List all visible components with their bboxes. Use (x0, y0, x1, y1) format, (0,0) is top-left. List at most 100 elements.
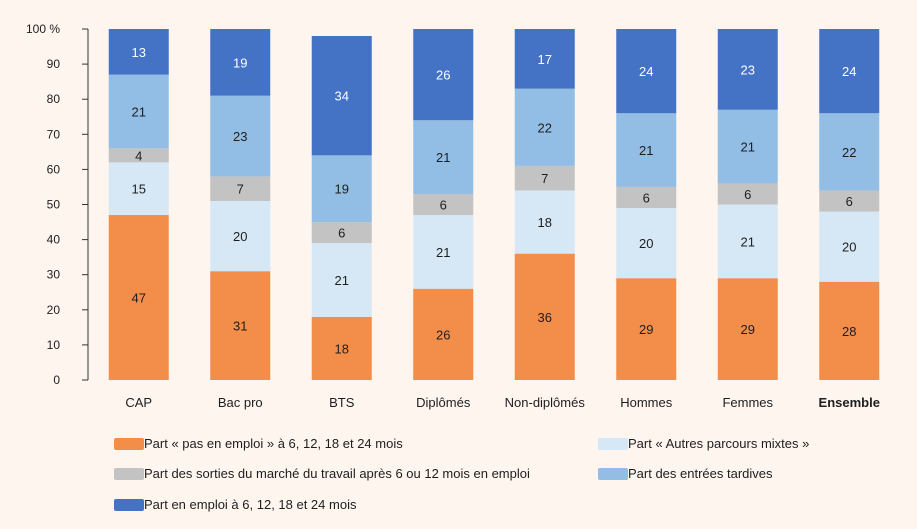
y-tick-label: 30 (47, 268, 61, 282)
bar-segment (210, 95, 271, 177)
bar-segment (413, 288, 474, 380)
bar-value-label: 21 (436, 150, 450, 165)
bar-segment (717, 183, 778, 205)
x-tick-label: Non-diplômés (505, 395, 586, 410)
bar-segment (717, 109, 778, 184)
x-tick-label: Hommes (620, 395, 673, 410)
x-tick-label: Ensemble (819, 395, 880, 410)
bar-value-label: 7 (237, 182, 244, 197)
bar-value-label: 23 (233, 129, 247, 144)
bar-value-label: 26 (436, 68, 450, 83)
bar-segment (717, 29, 778, 110)
bar-value-label: 20 (842, 240, 856, 255)
x-tick-label: Bac pro (218, 395, 263, 410)
bar-segment (311, 36, 372, 156)
bar-value-label: 47 (132, 291, 146, 306)
bar-segment (210, 176, 271, 201)
bar-segment (413, 193, 474, 216)
bar-segment (616, 186, 677, 209)
bar-value-label: 6 (440, 198, 447, 213)
y-tick-label: 20 (47, 303, 61, 317)
x-tick-label: BTS (329, 395, 355, 410)
bar-value-label: 26 (436, 327, 450, 342)
bar-segment (210, 200, 271, 272)
y-tick-label: 100 % (26, 22, 60, 36)
bar-value-label: 29 (639, 322, 653, 337)
bar-value-label: 13 (132, 45, 146, 60)
bar-value-label: 24 (639, 64, 653, 79)
bar-value-label: 21 (335, 273, 349, 288)
bar-value-label: 7 (541, 171, 548, 186)
bar-segment (514, 88, 575, 166)
bar-value-label: 34 (335, 89, 349, 104)
bar-value-label: 23 (741, 62, 755, 77)
y-axis: 0 10 20 30 40 50 60 70 80 90 100 % (26, 22, 89, 387)
x-tick-label: CAP (125, 395, 152, 410)
bar-segment (108, 148, 169, 163)
bar-segment (616, 29, 677, 114)
x-axis: CAP Bac pro BTS Diplômés Non-diplômés Hommes F… (125, 395, 880, 410)
bar-segment (108, 215, 169, 380)
y-tick-label: 90 (47, 57, 61, 71)
bars: 47 15 4 21 13 31 20 7 23 19 18 21 6 19 34 26 21 6 21 26 36 18… (108, 29, 880, 380)
bar-value-label: 22 (842, 145, 856, 160)
x-tick-label: Femmes (722, 395, 773, 410)
bar-segment (311, 222, 372, 244)
bar-value-label: 20 (639, 236, 653, 251)
bar-value-label: 18 (538, 215, 552, 230)
bar-segment (210, 271, 271, 380)
y-tick-label: 60 (47, 162, 61, 176)
bar-value-label: 21 (741, 234, 755, 249)
bar-segment (717, 278, 778, 380)
bar-value-label: 6 (744, 187, 751, 202)
bar-segment (717, 204, 778, 279)
bar-value-label: 20 (233, 229, 247, 244)
bar-segment (616, 278, 677, 380)
bar-value-label: 6 (643, 190, 650, 205)
bar-value-label: 36 (538, 310, 552, 325)
bar-value-label: 29 (741, 322, 755, 337)
bar-value-label: 17 (538, 52, 552, 67)
x-tick-label: Diplômés (416, 395, 471, 410)
bar-value-label: 21 (132, 104, 146, 119)
y-tick-label: 80 (47, 92, 61, 106)
bar-value-label: 28 (842, 324, 856, 339)
bar-segment (514, 165, 575, 191)
bar-value-label: 22 (538, 120, 552, 135)
bar-value-label: 18 (335, 341, 349, 356)
y-tick-label: 50 (47, 198, 61, 212)
bar-segment (210, 29, 271, 96)
bar-value-label: 21 (741, 140, 755, 155)
y-tick-label: 10 (47, 338, 61, 352)
bar-segment (616, 208, 677, 279)
bar-value-label: 15 (132, 182, 146, 197)
bar-segment (819, 211, 880, 282)
bar-value-label: 21 (639, 143, 653, 158)
bar-segment (819, 190, 880, 212)
bar-segment (311, 243, 372, 317)
bar-segment (413, 120, 474, 194)
bar-segment (819, 113, 880, 191)
bar-segment (514, 190, 575, 254)
y-tick-label: 0 (53, 373, 60, 387)
bar-segment (514, 253, 575, 380)
bar-value-label: 31 (233, 319, 247, 334)
bar-value-label: 6 (338, 226, 345, 241)
bar-segment (514, 29, 575, 89)
bar-segment (108, 162, 169, 216)
bar-value-label: 6 (846, 194, 853, 209)
bar-segment (819, 281, 880, 380)
bar-segment (108, 29, 169, 75)
bar-value-label: 4 (135, 148, 142, 163)
bar-segment (616, 113, 677, 187)
bar-value-label: 19 (233, 55, 247, 70)
bar-segment (311, 155, 372, 223)
bar-value-label: 24 (842, 64, 856, 79)
bar-segment (413, 215, 474, 289)
bar-segment (108, 74, 169, 149)
bar-segment (413, 29, 474, 121)
y-tick-label: 70 (47, 127, 61, 141)
bar-segment (819, 29, 880, 114)
bar-value-label: 19 (335, 182, 349, 197)
